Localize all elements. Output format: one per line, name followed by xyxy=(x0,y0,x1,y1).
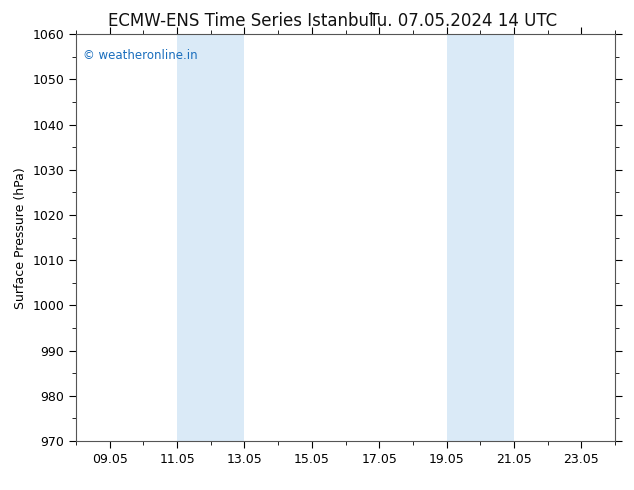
Y-axis label: Surface Pressure (hPa): Surface Pressure (hPa) xyxy=(14,167,27,309)
Text: © weatheronline.in: © weatheronline.in xyxy=(82,49,197,62)
Text: Tu. 07.05.2024 14 UTC: Tu. 07.05.2024 14 UTC xyxy=(369,12,557,30)
Bar xyxy=(446,34,514,441)
Text: ECMW-ENS Time Series Istanbul: ECMW-ENS Time Series Istanbul xyxy=(108,12,373,30)
Bar xyxy=(177,34,245,441)
